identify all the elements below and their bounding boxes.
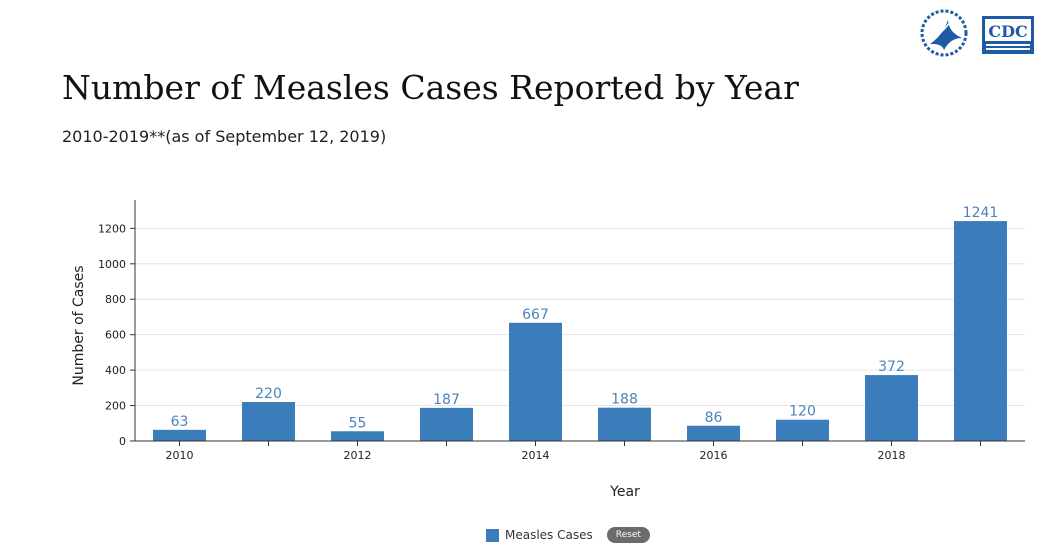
data-label-2018: 372	[878, 359, 905, 375]
x-tick-label-2018: 2018	[878, 449, 906, 462]
x-tick-label-2014: 2014	[522, 449, 550, 462]
x-axis-title: Year	[609, 484, 640, 500]
data-label-2013: 187	[433, 392, 460, 408]
x-tick-label-2012: 2012	[344, 449, 372, 462]
page-title: Number of Measles Cases Reported by Year	[62, 68, 799, 107]
y-tick-label: 1200	[98, 222, 126, 235]
bars	[153, 221, 1007, 441]
data-labels: 63 220 55 187 667 188 86 120 372 1241	[171, 205, 999, 431]
bar-2012	[331, 431, 384, 441]
x-tick-label-2010: 2010	[166, 449, 194, 462]
x-tick-labels: 2010 2012 2014 2016 2018	[166, 441, 981, 462]
data-label-2012: 55	[349, 415, 367, 431]
data-label-2014: 667	[522, 307, 549, 323]
reset-button[interactable]: Reset	[606, 527, 650, 543]
bar-2017	[776, 419, 829, 441]
bar-2015	[598, 407, 651, 441]
data-label-2017: 120	[789, 404, 816, 420]
y-axis-title: Number of Cases	[71, 265, 87, 385]
y-tick-label: 0	[119, 435, 126, 448]
data-label-2019: 1241	[963, 205, 999, 221]
data-label-2010: 63	[171, 414, 189, 430]
bar-2014	[509, 322, 562, 441]
y-tick-label: 200	[105, 400, 126, 413]
y-tick-label: 600	[105, 329, 126, 342]
cdc-logo-icon: CDC	[982, 16, 1034, 54]
header-logos: CDC	[918, 8, 1038, 58]
chart-legend: Measles Cases Reset	[486, 525, 650, 545]
bar-2019	[954, 221, 1007, 441]
y-tick-label: 400	[105, 364, 126, 377]
y-tick-label: 1000	[98, 258, 126, 271]
data-label-2015: 188	[611, 392, 638, 408]
x-tick-label-2016: 2016	[700, 449, 728, 462]
y-tick-labels: 0 200 400 600 800 1000 1200	[98, 222, 135, 448]
legend-label-measles[interactable]: Measles Cases	[505, 528, 593, 542]
data-label-2011: 220	[255, 386, 282, 402]
bar-2011	[242, 402, 295, 441]
y-tick-label: 800	[105, 293, 126, 306]
cdc-logo-text: CDC	[988, 22, 1027, 41]
bar-2018	[865, 375, 918, 441]
legend-swatch-measles[interactable]	[486, 528, 499, 542]
axes	[134, 200, 1025, 442]
data-label-2016: 86	[705, 410, 723, 426]
hhs-seal-icon	[920, 9, 968, 57]
bar-2010	[153, 429, 206, 441]
page-subtitle: 2010-2019**(as of September 12, 2019)	[62, 127, 387, 146]
bar-2013	[420, 407, 473, 441]
bar-2016	[687, 425, 740, 441]
